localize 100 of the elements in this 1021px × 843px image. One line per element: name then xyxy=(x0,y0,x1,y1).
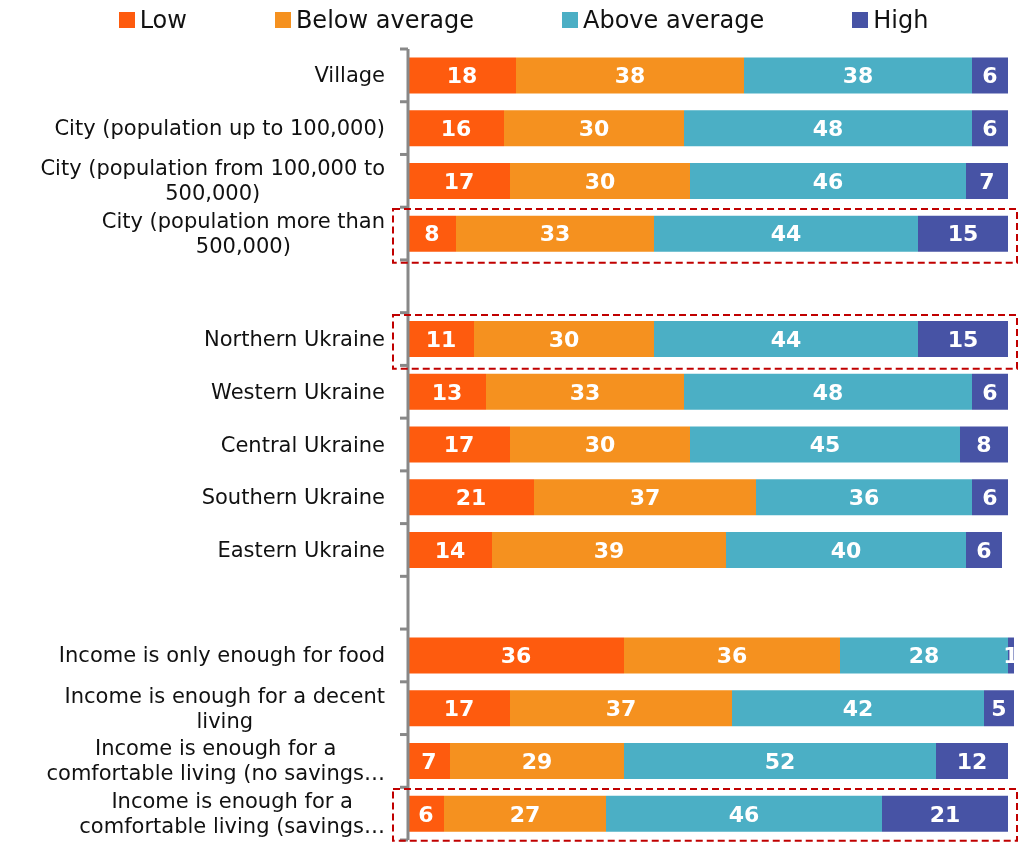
data-label: 30 xyxy=(548,326,580,352)
bar xyxy=(684,110,972,147)
y-tick-label: Northern Ukraine xyxy=(203,327,386,352)
data-label: 30 xyxy=(584,432,616,458)
bar xyxy=(486,373,684,410)
bar xyxy=(510,426,690,463)
y-tick-label: Eastern Ukraine xyxy=(217,537,386,562)
bar xyxy=(504,110,684,147)
data-label: 21 xyxy=(455,485,487,511)
data-label: 37 xyxy=(629,485,661,511)
bar xyxy=(732,690,984,727)
data-label: 17 xyxy=(443,168,475,194)
bar xyxy=(690,162,966,199)
data-label: 30 xyxy=(578,115,610,141)
bar xyxy=(408,690,510,727)
data-label: 52 xyxy=(764,748,796,774)
data-label: 38 xyxy=(614,63,646,89)
bar xyxy=(408,426,510,463)
data-label: 38 xyxy=(842,63,874,89)
bar xyxy=(882,795,1008,832)
bar xyxy=(624,742,936,779)
data-label: 46 xyxy=(728,801,760,827)
bar xyxy=(936,742,1008,779)
bar xyxy=(516,57,744,94)
data-label: 44 xyxy=(770,326,802,352)
bar xyxy=(966,162,1008,199)
legend-label: Below average xyxy=(295,6,474,34)
data-label: 6 xyxy=(982,379,998,405)
data-label: 8 xyxy=(976,432,992,458)
data-label: 12 xyxy=(956,748,988,774)
data-label: 39 xyxy=(593,537,625,563)
data-label: 42 xyxy=(842,696,874,722)
y-tick-label: Village xyxy=(314,63,385,88)
legend-label: High xyxy=(873,6,929,34)
data-label: 33 xyxy=(569,379,601,405)
data-label: 6 xyxy=(982,485,998,511)
bar xyxy=(624,637,840,674)
bar xyxy=(534,479,756,516)
data-label: 36 xyxy=(500,643,532,669)
data-label: 37 xyxy=(605,696,637,722)
data-label: 11 xyxy=(425,326,457,352)
bar xyxy=(444,795,606,832)
bar xyxy=(450,742,624,779)
data-label: 40 xyxy=(830,537,862,563)
data-label: 7 xyxy=(421,748,437,774)
data-label: 48 xyxy=(812,379,844,405)
bar xyxy=(690,426,960,463)
y-tick-label: Income is only enough for food xyxy=(58,643,385,668)
legend-label: Above average xyxy=(583,6,765,34)
data-label: 16 xyxy=(440,115,472,141)
data-label: 6 xyxy=(982,115,998,141)
bar xyxy=(474,321,654,358)
data-label: 13 xyxy=(431,379,463,405)
data-label: 17 xyxy=(443,696,475,722)
y-tick-label: Income is enough for a comfortable living (savings… xyxy=(79,789,385,839)
bar xyxy=(456,215,654,252)
data-label: 6 xyxy=(976,537,992,563)
bar xyxy=(918,321,1008,358)
data-label: 6 xyxy=(418,801,434,827)
data-label: 21 xyxy=(929,801,961,827)
y-tick-label: City (population more than 500,000) xyxy=(101,209,385,259)
data-label: 18 xyxy=(446,63,478,89)
data-label: 6 xyxy=(982,63,998,89)
data-label: 36 xyxy=(848,485,880,511)
data-label: 28 xyxy=(908,643,940,669)
bar xyxy=(756,479,972,516)
bar xyxy=(492,532,726,569)
bar xyxy=(408,57,516,94)
data-label: 15 xyxy=(947,326,979,352)
bar xyxy=(654,215,918,252)
data-label: 15 xyxy=(947,221,979,247)
y-tick-label: Southern Ukraine xyxy=(201,485,386,510)
data-label: 5 xyxy=(991,696,1007,722)
data-label: 48 xyxy=(812,115,844,141)
y-tick-label: City (population from 100,000 to 500,000) xyxy=(40,156,385,206)
bar xyxy=(408,479,534,516)
bar xyxy=(918,215,1008,252)
bar xyxy=(726,532,966,569)
data-label: 17 xyxy=(443,432,475,458)
y-tick-label: Western Ukraine xyxy=(211,379,386,404)
bar xyxy=(408,110,504,147)
data-label: 29 xyxy=(521,748,553,774)
data-label: 27 xyxy=(509,801,541,827)
data-label: 45 xyxy=(809,432,841,458)
data-label: 36 xyxy=(716,643,748,669)
bar xyxy=(510,162,690,199)
bar xyxy=(684,373,972,410)
data-label: 14 xyxy=(434,537,466,563)
y-tick-label: City (population up to 100,000) xyxy=(54,116,385,141)
data-label: 8 xyxy=(424,221,440,247)
bar xyxy=(606,795,882,832)
legend-label: Low xyxy=(139,6,187,34)
bar xyxy=(744,57,972,94)
y-tick-label: Income is enough for a decent living xyxy=(64,683,386,733)
bar xyxy=(960,426,1008,463)
data-label: 46 xyxy=(812,168,844,194)
data-label: 30 xyxy=(584,168,616,194)
data-label: 7 xyxy=(979,168,995,194)
bar xyxy=(408,637,624,674)
bar xyxy=(408,162,510,199)
